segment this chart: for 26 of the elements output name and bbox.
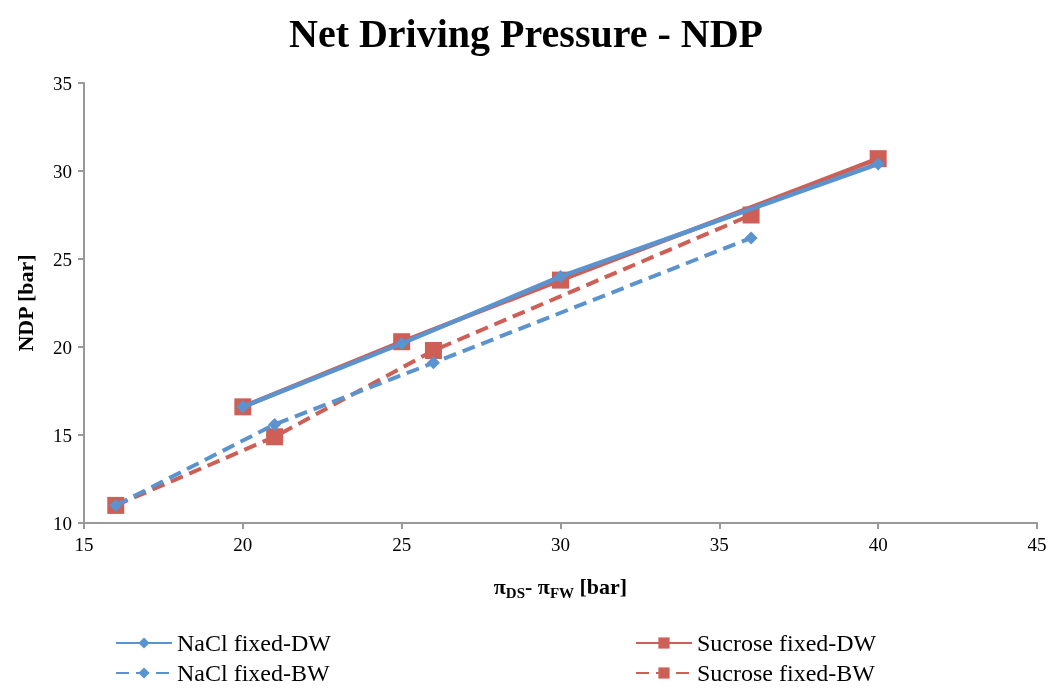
point xyxy=(266,428,284,446)
y-tick-label: 20 xyxy=(53,336,72,358)
x-tick-label: 35 xyxy=(709,534,729,555)
point xyxy=(871,157,885,171)
legend-label: NaCl fixed-BW xyxy=(177,660,330,686)
legend-label: Sucrose fixed-BW xyxy=(697,660,876,686)
y-tick-label: 30 xyxy=(53,160,72,182)
y-tick-label: 10 xyxy=(53,512,72,534)
y-tick-label: 15 xyxy=(53,424,72,446)
x-tick-label: 20 xyxy=(233,534,253,555)
x-tick-label: 40 xyxy=(868,534,888,555)
chart-title: Net Driving Pressure - NDP xyxy=(289,10,763,56)
point xyxy=(426,356,440,370)
x-tick-label: 15 xyxy=(74,534,94,555)
x-tick-label: 30 xyxy=(551,534,570,555)
point xyxy=(554,270,567,284)
y-axis-title: NDP [bar] xyxy=(12,254,38,352)
y-tick-label: 25 xyxy=(53,248,72,270)
point xyxy=(268,417,282,431)
y-tick-label: 35 xyxy=(53,72,72,94)
point xyxy=(744,231,758,245)
legend-label: NaCl fixed-DW xyxy=(177,630,332,656)
point xyxy=(424,342,442,360)
legend-label: Sucrose fixed-DW xyxy=(697,630,877,656)
x-tick-label: 25 xyxy=(392,534,412,555)
x-tick-label: 45 xyxy=(1027,534,1047,555)
